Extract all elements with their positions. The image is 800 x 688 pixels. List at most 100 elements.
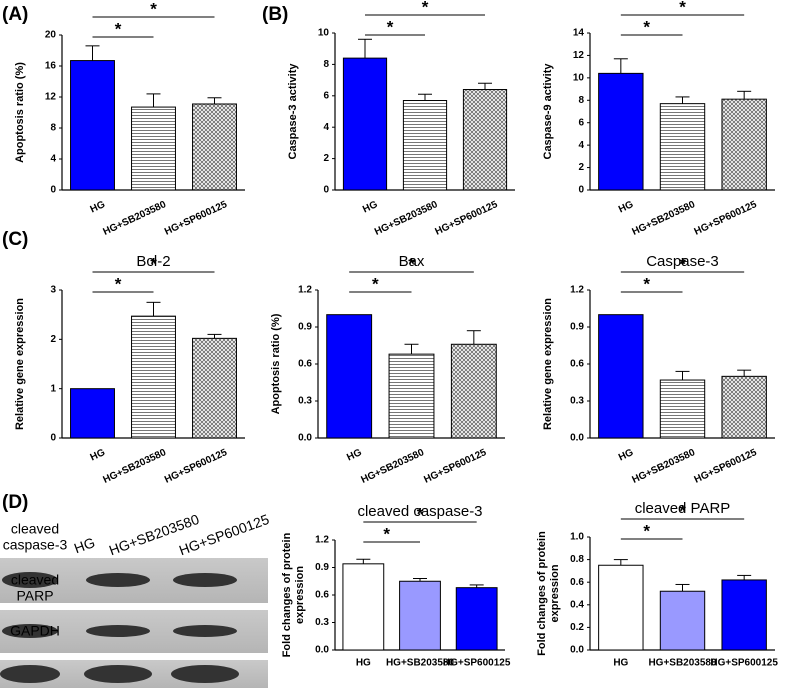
y-tick-label: 0 (50, 433, 56, 444)
x-tick-label: HG (617, 199, 635, 215)
bar (131, 315, 176, 439)
x-tick-label: HG+SB203580 (373, 199, 440, 238)
x-tick-label: HG+SB203580 (360, 447, 427, 486)
y-tick-label: 3 (50, 285, 56, 296)
y-tick-label: 2 (578, 162, 584, 173)
y-tick-label: 14 (573, 28, 585, 39)
y-tick-label: 0.6 (298, 359, 312, 370)
x-tick-label: HG (356, 658, 371, 669)
bar (388, 353, 435, 439)
x-tick-label: HG+SP600125 (693, 447, 759, 486)
y-tick-label: 10 (318, 28, 330, 39)
y-tick-label: 0.2 (570, 622, 584, 633)
y-axis-label: Relative gene expression (14, 298, 26, 430)
bar (326, 314, 373, 439)
y-tick-label: 12 (573, 50, 585, 61)
x-tick-label: HG (361, 199, 379, 215)
significance-star: * (643, 17, 650, 36)
significance-star: * (679, 0, 686, 16)
y-tick-label: 0.0 (315, 645, 329, 656)
significance-star: * (150, 254, 157, 273)
blot-row-label: caspase-3 (3, 537, 68, 553)
y-tick-label: 0 (323, 185, 329, 196)
bar (342, 563, 385, 651)
western-blot (0, 558, 268, 688)
y-tick-label: 0.3 (298, 396, 312, 407)
panel-label: (D) (2, 492, 28, 513)
y-tick-label: 4 (50, 154, 56, 165)
significance-star: * (408, 254, 415, 273)
blot-row-label: cleaved (11, 572, 59, 588)
y-axis-label: Apoptosis ratio (%) (14, 62, 26, 163)
y-tick-label: 20 (45, 30, 57, 41)
bar (70, 388, 115, 439)
significance-star: * (679, 501, 686, 520)
bar (598, 72, 644, 191)
bar (455, 587, 498, 651)
y-tick-label: 0.6 (315, 590, 329, 601)
y-axis-label: Caspase-3 activity (287, 63, 299, 160)
bar (70, 60, 115, 191)
significance-star: * (150, 0, 157, 18)
x-tick-label: HG+SP600125 (434, 199, 500, 238)
bar (342, 57, 388, 191)
x-tick-label: HG (89, 199, 107, 215)
bar (659, 590, 706, 651)
y-axis-label: expression (294, 566, 306, 624)
y-tick-label: 1.2 (570, 285, 584, 296)
y-tick-label: 16 (45, 61, 57, 72)
bar (659, 103, 706, 191)
x-tick-label: HG+SB203580 (386, 658, 455, 669)
chart-title: Bcl-2 (136, 253, 170, 270)
y-tick-label: 0.0 (570, 433, 584, 444)
significance-star: * (643, 521, 650, 540)
bar (450, 343, 497, 439)
blot-row-label: GAPDH (10, 623, 60, 639)
chart-title: cleaved caspase-3 (357, 503, 482, 520)
blot-row-label: cleaved (11, 521, 59, 537)
y-tick-label: 0.8 (570, 554, 584, 565)
y-tick-label: 4 (323, 122, 329, 133)
x-tick-label: HG+SP600125 (163, 447, 229, 486)
y-axis-label: Fold changes of protein (281, 532, 293, 657)
bar (721, 98, 767, 191)
y-axis-label: Fold changes of protein (536, 531, 548, 656)
y-tick-label: 1.0 (570, 532, 584, 543)
y-tick-label: 0.4 (570, 599, 584, 610)
y-tick-label: 0 (50, 185, 56, 196)
bar (721, 579, 767, 651)
y-tick-label: 2 (323, 153, 329, 164)
x-tick-label: HG (617, 447, 635, 463)
lane-label: HG (72, 534, 97, 556)
y-tick-label: 1.2 (315, 535, 329, 546)
y-tick-label: 0 (578, 185, 584, 196)
chart-title: cleaved PARP (635, 500, 731, 517)
significance-star: * (643, 274, 650, 293)
bar (721, 375, 767, 439)
panel-label: (A) (2, 4, 28, 25)
y-axis-label: expression (549, 564, 561, 622)
y-axis-label: Caspase-9 activity (542, 63, 554, 160)
y-tick-label: 0.9 (570, 322, 584, 333)
bar (659, 379, 706, 439)
significance-star: * (422, 0, 429, 16)
bar (192, 103, 237, 191)
y-tick-label: 0.0 (570, 645, 584, 656)
y-tick-label: 0.0 (298, 433, 312, 444)
y-tick-label: 6 (323, 90, 329, 101)
x-tick-label: HG+SP600125 (422, 447, 488, 486)
y-tick-label: 0.6 (570, 577, 584, 588)
x-tick-label: HG (345, 447, 363, 463)
y-tick-label: 10 (573, 72, 585, 83)
x-tick-label: HG+SP600125 (163, 199, 229, 238)
y-tick-label: 0.9 (315, 562, 329, 573)
bar (402, 100, 448, 191)
x-tick-label: HG+SB203580 (648, 658, 717, 669)
x-tick-label: HG+SB203580 (631, 447, 698, 486)
x-tick-label: HG+SB203580 (631, 199, 698, 238)
y-tick-label: 0.3 (570, 396, 584, 407)
x-tick-label: HG+SB203580 (102, 199, 169, 238)
y-axis-label: Apoptosis ratio (%) (270, 313, 282, 414)
bar (399, 580, 441, 651)
